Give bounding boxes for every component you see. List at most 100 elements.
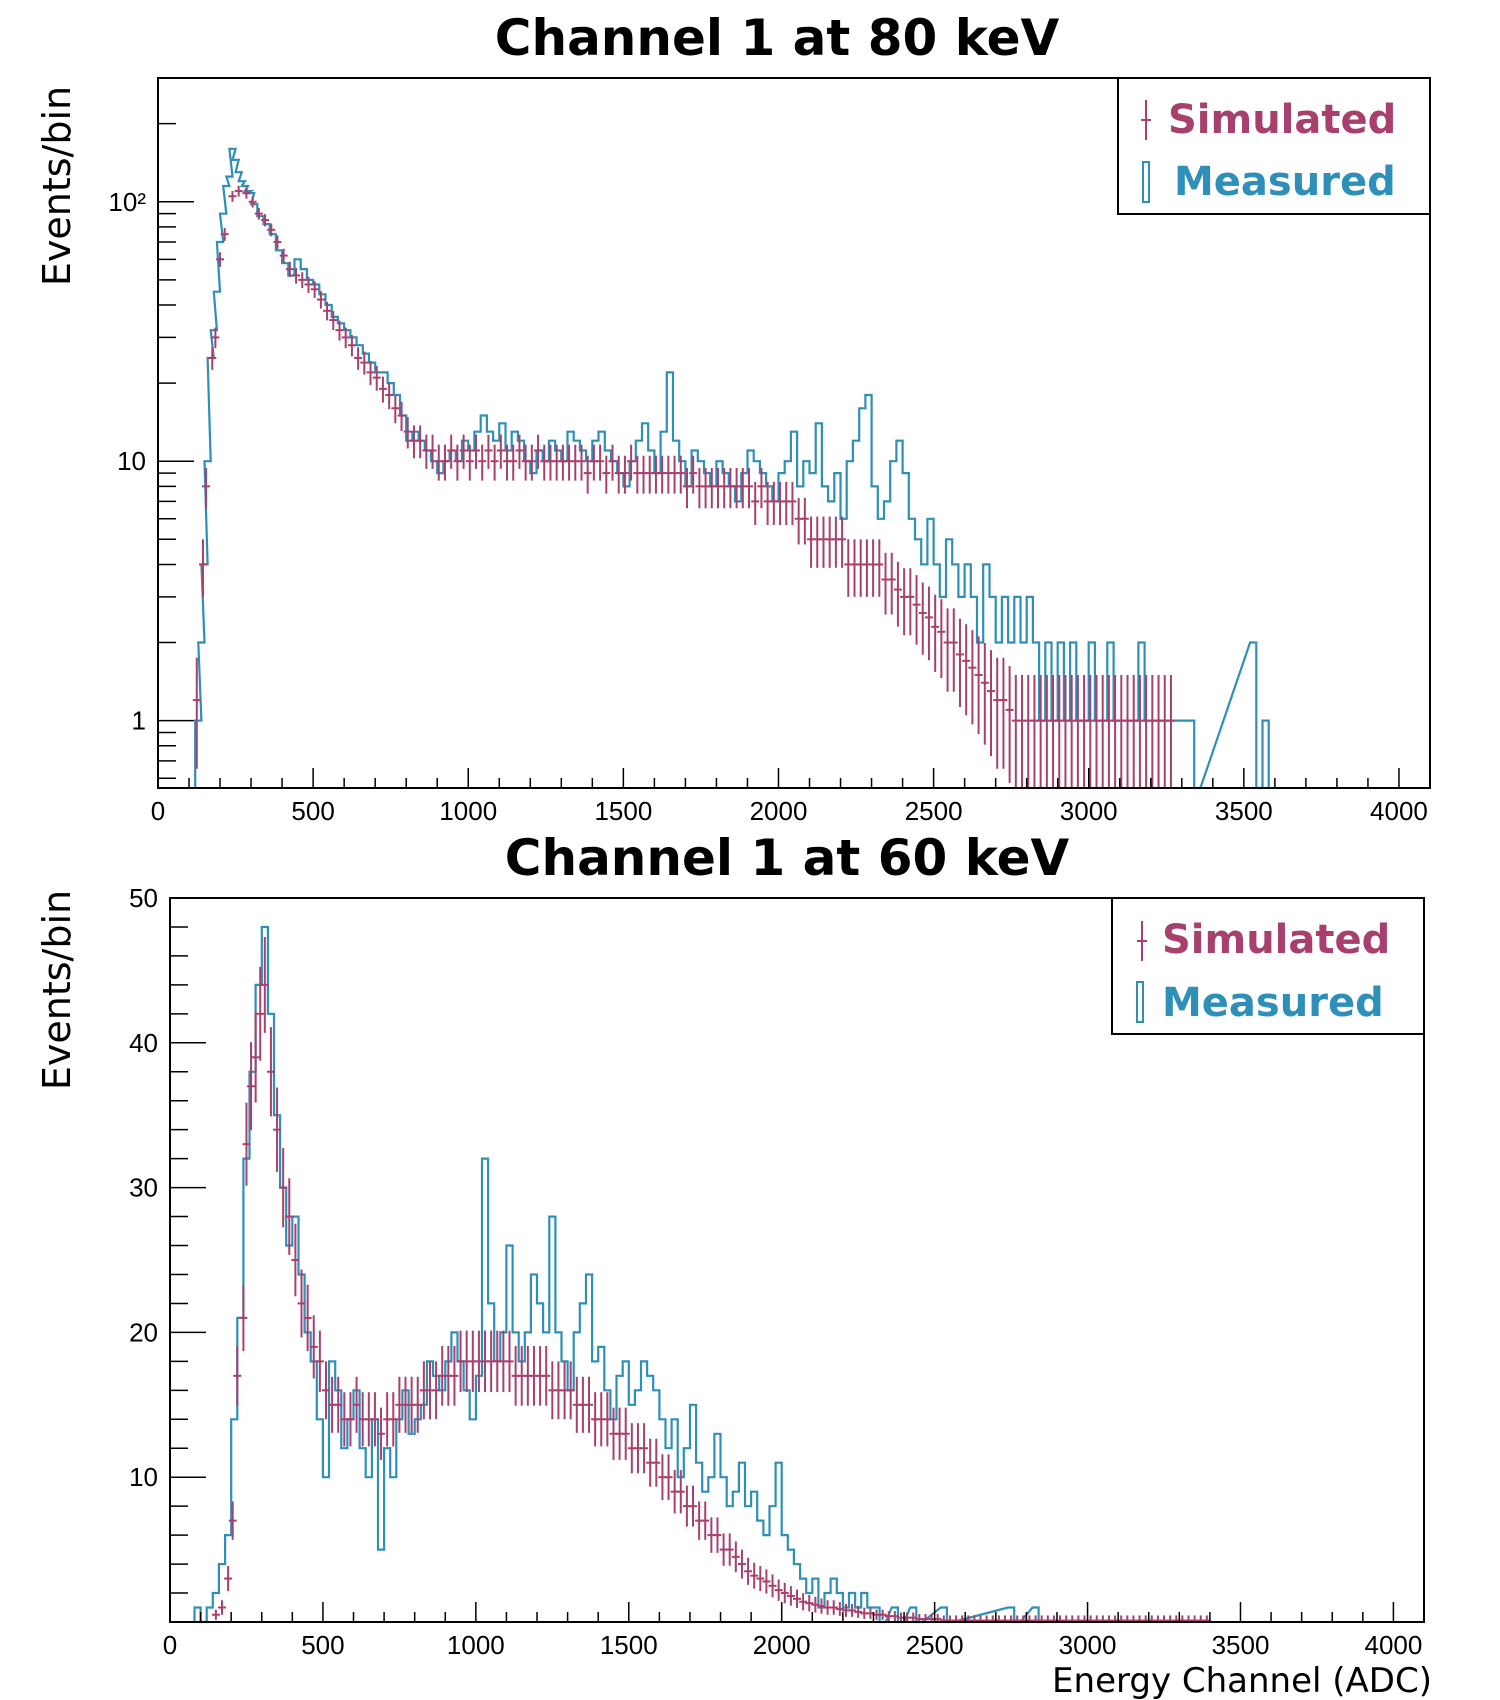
simulated-point — [1086, 674, 1095, 788]
simulated-point — [962, 624, 971, 716]
x-tick-label: 2000 — [753, 1630, 811, 1660]
simulated-point — [924, 586, 933, 661]
simulated-point — [192, 657, 201, 769]
simulated-point — [763, 481, 772, 525]
legend-bottom: Simulated Measured — [1111, 897, 1425, 1035]
simulated-point — [620, 455, 629, 494]
simulated-point — [652, 1438, 661, 1487]
simulated-point — [321, 1361, 330, 1420]
simulated-point — [906, 568, 915, 636]
simulated-point — [542, 1345, 551, 1406]
x-axis-label: Energy Channel (ADC) — [1052, 1661, 1432, 1700]
simulated-point — [900, 568, 909, 636]
simulated-points-top — [192, 185, 1175, 788]
simulated-point — [1067, 674, 1076, 788]
simulated-point — [856, 539, 865, 597]
legend-measured-label-bottom: Measured — [1162, 980, 1384, 1026]
x-tick-label: 2500 — [905, 796, 963, 826]
simulated-point — [220, 227, 229, 241]
simulated-point — [248, 196, 257, 208]
simulated-point — [881, 552, 890, 615]
simulated-point — [955, 618, 964, 707]
simulated-point — [413, 1376, 422, 1433]
x-tick-label: 3500 — [1215, 796, 1273, 826]
simulated-point — [689, 455, 698, 494]
simulated-point — [701, 1501, 710, 1540]
simulated-points-bottom — [211, 936, 1211, 1622]
simulated-point — [254, 207, 263, 220]
simulated-point — [937, 599, 946, 679]
simulated-point — [478, 444, 487, 481]
legend-simulated-label-bottom: Simulated — [1162, 917, 1390, 963]
simulated-point — [608, 444, 617, 481]
simulated-point — [234, 185, 243, 197]
simulated-point — [807, 516, 816, 568]
simulated-point — [372, 365, 381, 391]
simulated-point — [682, 468, 691, 509]
simulated-point — [762, 1569, 771, 1594]
simulated-point — [370, 1392, 379, 1447]
simulated-point — [309, 1315, 318, 1379]
simulated-point — [352, 1376, 361, 1433]
x-tick-label: 4000 — [1364, 1630, 1422, 1660]
simulated-point — [303, 1284, 312, 1352]
simulated-point — [1049, 674, 1058, 788]
simulated-point — [890, 1611, 899, 1622]
simulated-point — [316, 291, 325, 309]
x-tick-label: 1000 — [447, 1630, 505, 1660]
simulated-point — [409, 425, 418, 459]
simulated-point — [713, 1517, 722, 1553]
simulated-point — [273, 1087, 282, 1172]
y-tick-label: 10 — [117, 446, 146, 476]
y-axis-label-top: Events/bin — [35, 86, 79, 286]
simulated-point — [786, 1586, 795, 1606]
y-axis-label-bottom: Events/bin — [35, 890, 79, 1090]
legend-measured-marker-bottom — [1136, 981, 1144, 1023]
simulated-point — [583, 455, 592, 494]
x-ticks-top: 0 500 1000 1500 2000 2500 3000 3500 4000 — [151, 768, 1428, 826]
x-tick-label: 3500 — [1212, 1630, 1270, 1660]
simulated-point — [341, 327, 350, 349]
simulated-point — [432, 1361, 441, 1420]
simulated-point — [465, 444, 474, 481]
simulated-point — [993, 657, 1002, 769]
simulated-point — [267, 223, 276, 237]
simulated-point — [1104, 674, 1113, 788]
plot-frame-bottom — [169, 897, 1425, 1623]
x-tick-label: 4000 — [1370, 796, 1428, 826]
simulated-point — [385, 382, 394, 410]
simulated-point — [980, 643, 989, 745]
simulated-point — [1036, 674, 1045, 788]
simulated-point — [949, 608, 958, 692]
simulated-point — [819, 516, 828, 568]
x-tick-label: 3000 — [1059, 1630, 1117, 1660]
simulated-point — [391, 394, 400, 424]
x-tick-label: 500 — [301, 1630, 344, 1660]
simulated-point — [377, 1407, 386, 1460]
simulated-point — [459, 434, 468, 469]
simulated-point — [335, 320, 344, 341]
simulated-point — [602, 455, 611, 494]
simulated-point — [566, 1361, 575, 1420]
simulated-point — [788, 481, 797, 525]
simulated-point — [228, 190, 237, 202]
simulated-point — [334, 1376, 343, 1433]
simulated-point — [875, 539, 884, 597]
simulated-point — [603, 1392, 612, 1447]
simulated-point — [298, 272, 307, 289]
simulated-point — [756, 1566, 765, 1592]
simulated-point — [627, 444, 636, 481]
simulated-point — [658, 455, 667, 494]
simulated-point — [664, 455, 673, 494]
simulated-point — [850, 539, 859, 597]
simulated-point — [621, 1407, 630, 1460]
plot-area-top: 1 10 10² 0 500 1000 1500 2000 2500 3000 3500 4000 — [108, 77, 1431, 826]
simulated-point — [589, 444, 598, 481]
simulated-point — [987, 650, 996, 757]
simulated-point — [1018, 674, 1027, 788]
simulated-point — [780, 1582, 789, 1604]
simulated-point — [725, 1533, 734, 1566]
simulated-point — [440, 444, 449, 481]
simulated-point — [968, 630, 977, 725]
measured-histogram-line — [194, 147, 1270, 790]
